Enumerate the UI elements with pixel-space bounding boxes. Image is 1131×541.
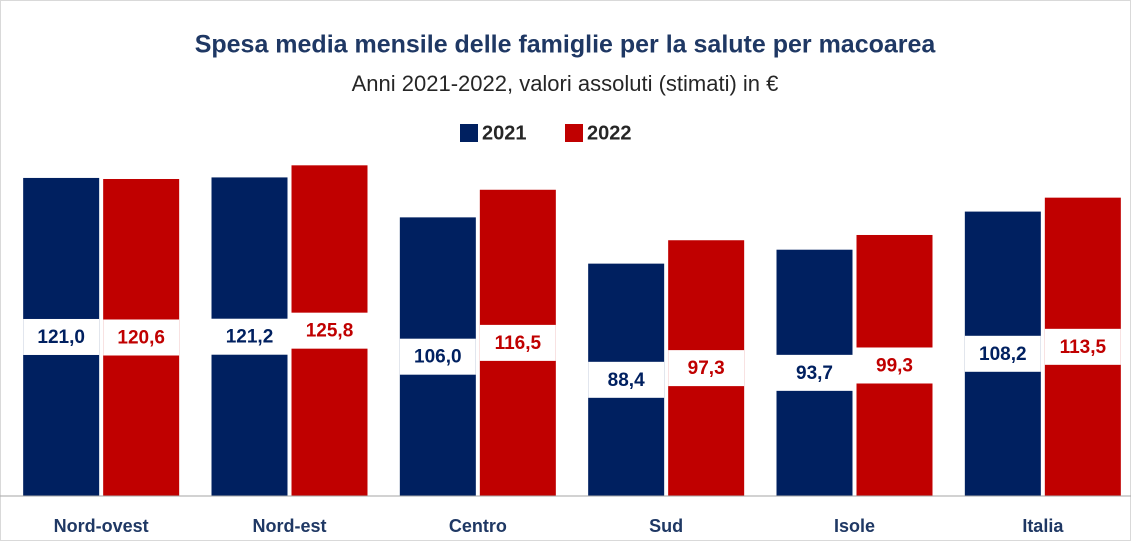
chart-subtitle: Anni 2021-2022, valori assoluti (stimati…: [352, 71, 779, 96]
value-label: 99,3: [876, 356, 913, 377]
value-label: 97,3: [688, 358, 725, 379]
value-label-box: [211, 318, 288, 355]
value-label: 121,2: [226, 327, 274, 348]
value-label-box: [964, 335, 1041, 372]
legend-label: 2022: [587, 122, 632, 144]
legend-label: 2021: [482, 122, 527, 144]
x-tick-label: Isole: [834, 516, 875, 536]
value-label-box: [776, 354, 853, 391]
x-tick-label: Sud: [649, 516, 683, 536]
value-label: 106,0: [414, 347, 462, 368]
legend-swatch: [565, 124, 583, 142]
value-label-box: [291, 312, 368, 349]
x-tick-label: Nord-est: [252, 516, 326, 536]
value-label-box: [1044, 328, 1121, 365]
value-label-box: [399, 338, 476, 375]
value-label-box: [23, 318, 100, 355]
value-label: 120,6: [117, 328, 165, 349]
value-label-box: [588, 361, 665, 398]
x-tick-label: Italia: [1022, 516, 1064, 536]
x-tick-label: Centro: [449, 516, 507, 536]
value-label: 116,5: [495, 333, 542, 354]
value-label: 93,7: [796, 363, 833, 384]
value-label: 88,4: [608, 370, 645, 391]
value-label-box: [668, 350, 745, 387]
value-label-box: [103, 319, 180, 356]
chart-title: Spesa media mensile delle famiglie per l…: [195, 31, 937, 59]
legend-swatch: [460, 124, 478, 142]
value-label: 108,2: [979, 344, 1027, 365]
x-tick-label: Nord-ovest: [54, 516, 149, 536]
value-label: 113,5: [1060, 337, 1107, 358]
value-label-box: [479, 324, 556, 361]
value-label: 121,0: [37, 327, 85, 348]
value-label-box: [856, 347, 933, 384]
value-label: 125,8: [306, 321, 354, 342]
